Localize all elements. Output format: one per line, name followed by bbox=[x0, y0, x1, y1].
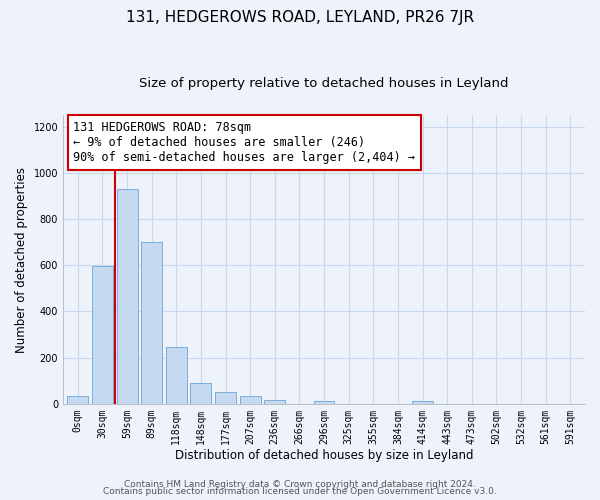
Bar bbox=[116, 189, 137, 404]
Text: 131 HEDGEROWS ROAD: 78sqm
← 9% of detached houses are smaller (246)
90% of semi-: 131 HEDGEROWS ROAD: 78sqm ← 9% of detach… bbox=[73, 121, 415, 164]
Bar bbox=[166, 346, 187, 404]
Bar bbox=[141, 242, 162, 404]
Bar bbox=[265, 400, 285, 404]
Text: Contains public sector information licensed under the Open Government Licence v3: Contains public sector information licen… bbox=[103, 488, 497, 496]
Bar bbox=[92, 266, 113, 404]
Title: Size of property relative to detached houses in Leyland: Size of property relative to detached ho… bbox=[139, 78, 509, 90]
Bar bbox=[67, 396, 88, 404]
Bar bbox=[190, 382, 211, 404]
Bar bbox=[215, 392, 236, 404]
Y-axis label: Number of detached properties: Number of detached properties bbox=[15, 166, 28, 352]
Bar bbox=[412, 401, 433, 404]
X-axis label: Distribution of detached houses by size in Leyland: Distribution of detached houses by size … bbox=[175, 450, 473, 462]
Text: 131, HEDGEROWS ROAD, LEYLAND, PR26 7JR: 131, HEDGEROWS ROAD, LEYLAND, PR26 7JR bbox=[126, 10, 474, 25]
Bar bbox=[314, 401, 334, 404]
Text: Contains HM Land Registry data © Crown copyright and database right 2024.: Contains HM Land Registry data © Crown c… bbox=[124, 480, 476, 489]
Bar bbox=[239, 396, 260, 404]
